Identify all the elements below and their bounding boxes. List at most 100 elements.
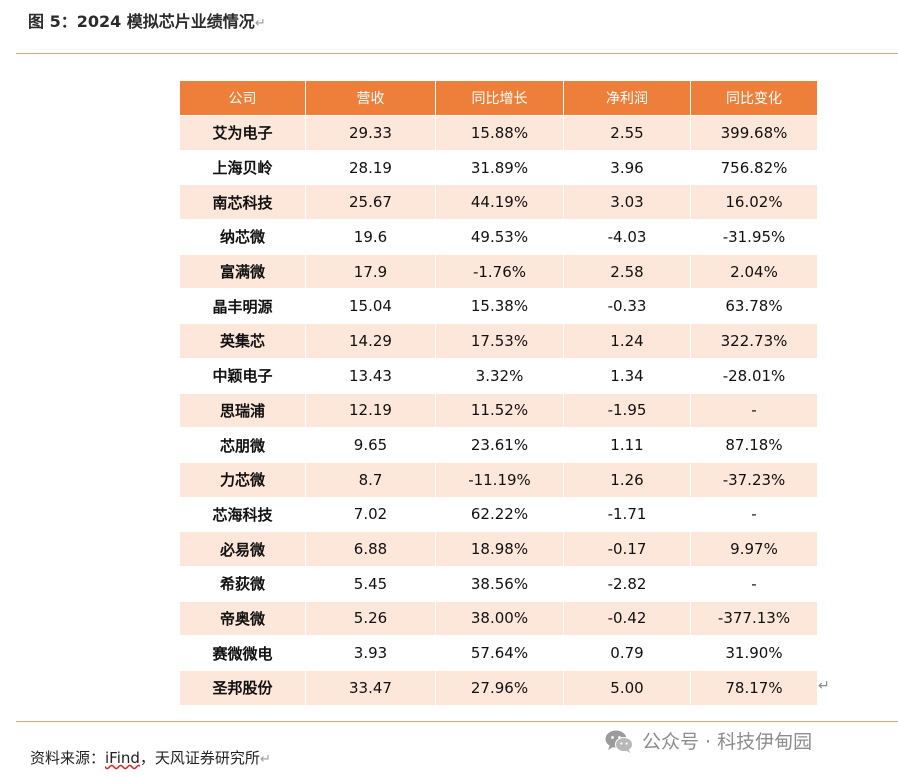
- paragraph-mark: ↵: [254, 16, 266, 31]
- table-row: 英集芯 14.29 17.53% 1.24 322.73%: [179, 323, 818, 359]
- cell-net-profit: -1.95: [563, 392, 691, 429]
- source-prefix: 资料来源：: [30, 749, 106, 767]
- cell-revenue: 15.04: [305, 288, 436, 325]
- cell-net-profit: 2.55: [563, 115, 691, 151]
- cell-revenue: 25.67: [305, 184, 436, 221]
- cell-company: 上海贝岭: [179, 149, 306, 186]
- cell-revenue-yoy: 18.98%: [435, 531, 564, 567]
- cell-revenue: 14.29: [305, 323, 436, 359]
- figure-title: 图 5：2024 模拟芯片业绩情况↵: [28, 8, 266, 32]
- cell-profit-change: 31.90%: [690, 635, 818, 671]
- bottom-divider: [16, 721, 898, 722]
- performance-table: 公司 营收 同比增长 净利润 同比变化 艾为电子 29.33 15.88% 2.55 3…: [179, 80, 818, 706]
- cell-net-profit: 1.26: [563, 461, 691, 498]
- watermark-text: 公众号 · 科技伊甸园: [642, 731, 813, 753]
- table-row: 晶丰明源 15.04 15.38% -0.33 63.78%: [179, 288, 818, 325]
- cell-revenue: 8.7: [305, 461, 436, 498]
- cell-profit-change: 9.97%: [690, 531, 818, 567]
- cell-net-profit: -0.42: [563, 600, 691, 637]
- cell-revenue: 9.65: [305, 427, 436, 463]
- cell-profit-change: 399.68%: [690, 115, 818, 151]
- cell-revenue-yoy: 27.96%: [435, 670, 564, 706]
- cell-revenue: 17.9: [305, 253, 436, 290]
- cell-company: 帝奥微: [179, 600, 306, 637]
- table-row: 赛微微电 3.93 57.64% 0.79 31.90%: [179, 635, 818, 671]
- header-profit-change: 同比变化: [690, 80, 818, 116]
- cell-company: 中颖电子: [179, 357, 306, 394]
- table-row: 思瑞浦 12.19 11.52% -1.95-: [179, 392, 818, 429]
- cell-profit-change: 2.04%: [690, 253, 818, 290]
- paragraph-mark: ↵: [259, 752, 271, 767]
- cell-revenue-yoy: 15.88%: [435, 115, 564, 151]
- cell-revenue-yoy: -1.76%: [435, 253, 564, 290]
- cell-revenue-yoy: 49.53%: [435, 219, 564, 255]
- cell-revenue-yoy: 62.22%: [435, 496, 564, 533]
- cell-net-profit: 1.11: [563, 427, 691, 463]
- cell-profit-change: 78.17%: [690, 670, 818, 706]
- cell-company: 圣邦股份: [179, 670, 306, 706]
- table-row: 芯海科技 7.02 62.22% -1.71-: [179, 496, 818, 533]
- source-note: 资料来源：iFind，天风证券研究所↵: [30, 747, 271, 768]
- cell-profit-change: -: [690, 565, 818, 602]
- cell-net-profit: -1.71: [563, 496, 691, 533]
- table-row: 圣邦股份 33.47 27.96% 5.00 78.17%: [179, 670, 818, 706]
- cell-revenue: 33.47: [305, 670, 436, 706]
- cell-profit-change: -: [690, 392, 818, 429]
- cell-profit-change: 87.18%: [690, 427, 818, 463]
- cell-company: 纳芯微: [179, 219, 306, 255]
- table-row: 艾为电子 29.33 15.88% 2.55 399.68%: [179, 115, 818, 151]
- cell-company: 南芯科技: [179, 184, 306, 221]
- cell-profit-change: -31.95%: [690, 219, 818, 255]
- cell-profit-change: 16.02%: [690, 184, 818, 221]
- source-ifind: iFind: [105, 749, 140, 767]
- table-row: 必易微 6.88 18.98% -0.17 9.97%: [179, 531, 818, 567]
- cell-profit-change: 322.73%: [690, 323, 818, 359]
- cell-revenue-yoy: 31.89%: [435, 149, 564, 186]
- table-header-row: 公司 营收 同比增长 净利润 同比变化: [179, 80, 818, 116]
- table-row: 纳芯微 19.6 49.53% -4.03 -31.95%: [179, 219, 818, 255]
- table-row: 上海贝岭 28.19 31.89% 3.96 756.82%: [179, 149, 818, 186]
- cell-company: 芯朋微: [179, 427, 306, 463]
- cell-revenue: 3.93: [305, 635, 436, 671]
- header-revenue: 营收: [305, 80, 436, 116]
- figure-title-text: 图 5：2024 模拟芯片业绩情况: [28, 12, 255, 31]
- cell-net-profit: 2.58: [563, 253, 691, 290]
- cell-revenue: 6.88: [305, 531, 436, 567]
- cell-profit-change: -377.13%: [690, 600, 818, 637]
- wechat-icon: [605, 730, 633, 753]
- cell-revenue: 28.19: [305, 149, 436, 186]
- cell-net-profit: -4.03: [563, 219, 691, 255]
- cell-company: 希荻微: [179, 565, 306, 602]
- cell-company: 思瑞浦: [179, 392, 306, 429]
- cell-company: 艾为电子: [179, 115, 306, 151]
- table-row: 中颖电子 13.43 3.32% 1.34 -28.01%: [179, 357, 818, 394]
- cell-company: 芯海科技: [179, 496, 306, 533]
- cell-revenue-yoy: 17.53%: [435, 323, 564, 359]
- source-suffix: ，天风证券研究所: [139, 749, 260, 767]
- cell-profit-change: -37.23%: [690, 461, 818, 498]
- cell-profit-change: 756.82%: [690, 149, 818, 186]
- cell-profit-change: 63.78%: [690, 288, 818, 325]
- header-revenue-yoy: 同比增长: [435, 80, 564, 116]
- header-company: 公司: [179, 80, 306, 116]
- cell-revenue-yoy: 44.19%: [435, 184, 564, 221]
- cell-revenue-yoy: -11.19%: [435, 461, 564, 498]
- cell-revenue-yoy: 15.38%: [435, 288, 564, 325]
- cell-revenue-yoy: 38.00%: [435, 600, 564, 637]
- cell-revenue: 19.6: [305, 219, 436, 255]
- cell-company: 赛微微电: [179, 635, 306, 671]
- cell-net-profit: 5.00: [563, 670, 691, 706]
- cell-net-profit: 3.03: [563, 184, 691, 221]
- cell-net-profit: 1.24: [563, 323, 691, 359]
- cell-revenue-yoy: 3.32%: [435, 357, 564, 394]
- cell-revenue: 5.26: [305, 600, 436, 637]
- cell-revenue-yoy: 11.52%: [435, 392, 564, 429]
- cell-net-profit: -0.17: [563, 531, 691, 567]
- cell-revenue: 12.19: [305, 392, 436, 429]
- cell-revenue-yoy: 38.56%: [435, 565, 564, 602]
- cell-revenue: 5.45: [305, 565, 436, 602]
- cell-company: 富满微: [179, 253, 306, 290]
- table-row: 南芯科技 25.67 44.19% 3.03 16.02%: [179, 184, 818, 221]
- cell-revenue: 7.02: [305, 496, 436, 533]
- cell-revenue-yoy: 23.61%: [435, 427, 564, 463]
